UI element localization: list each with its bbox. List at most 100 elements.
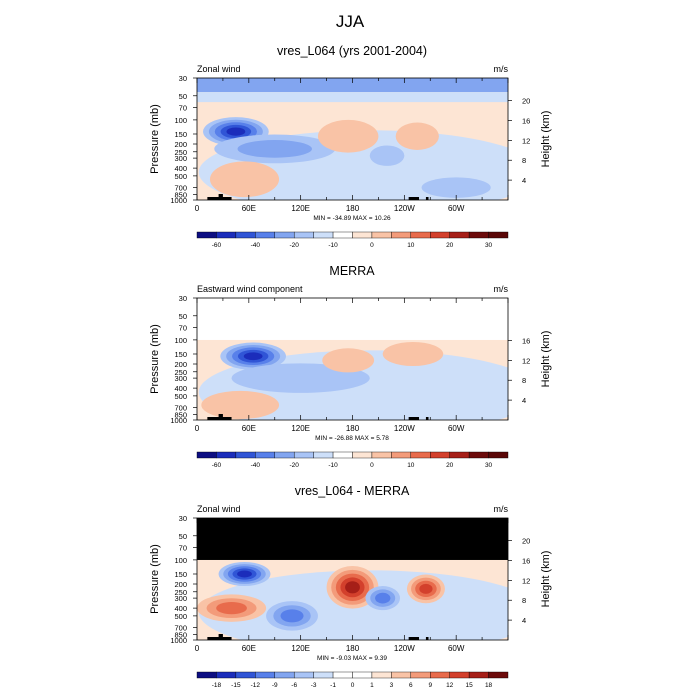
colorbar-swatch — [255, 451, 275, 459]
x-tick-label: 120W — [394, 424, 415, 433]
colorbar-swatch — [313, 451, 334, 459]
y-tick-label: 30 — [179, 514, 187, 523]
y-tick-label: 50 — [179, 92, 187, 101]
x-tick-label: 0 — [195, 424, 200, 433]
colorbar-label: -10 — [328, 462, 338, 469]
colorbar-swatch — [468, 671, 489, 679]
contour-level — [216, 602, 247, 615]
panel-variable-label: Zonal wind — [197, 64, 241, 74]
y-tick-label: 1000 — [170, 416, 187, 425]
contour-level — [209, 161, 280, 198]
colorbar-label: -6 — [291, 682, 297, 689]
y2-tick-label: 16 — [522, 116, 530, 125]
y-tick-label: 150 — [174, 570, 187, 579]
colorbar-label: 9 — [428, 682, 432, 689]
x-tick-label: 180 — [346, 204, 360, 213]
x-tick-label: 60E — [242, 644, 256, 653]
colorbar-label: 3 — [390, 682, 394, 689]
colorbar-label: -10 — [328, 242, 338, 249]
y-tick-label: 500 — [174, 172, 187, 181]
panel-units-label: m/s — [494, 284, 509, 294]
topography — [408, 197, 420, 200]
colorbar-swatch — [488, 671, 509, 679]
y2-tick-label: 4 — [522, 176, 526, 185]
x-tick-label: 60E — [242, 204, 256, 213]
missing-region — [197, 298, 508, 340]
panel-title: vres_L064 - MERRA — [295, 484, 410, 498]
colorbar-label: -20 — [289, 462, 299, 469]
colorbar-swatch — [255, 231, 275, 239]
y2-tick-label: 16 — [522, 556, 530, 565]
y-tick-label: 400 — [174, 604, 187, 613]
x-tick-label: 180 — [346, 644, 360, 653]
colorbar-label: 15 — [466, 682, 474, 689]
colorbar-swatch — [332, 671, 353, 679]
colorbar-swatch — [293, 451, 314, 459]
colorbar-swatch — [274, 231, 295, 239]
x-tick-label: 60E — [242, 424, 256, 433]
colorbar-swatch — [430, 231, 450, 239]
plot-area — [197, 298, 508, 420]
colorbar-swatch — [371, 671, 392, 679]
y-tick-label: 400 — [174, 164, 187, 173]
colorbar-swatch — [391, 231, 412, 239]
stats-label: MIN = -34.89 MAX = 10.26 — [313, 215, 391, 222]
contour-level — [237, 140, 312, 158]
colorbar-swatch — [332, 451, 353, 459]
y-tick-label: 1000 — [170, 636, 187, 645]
colorbar-label: 0 — [351, 682, 355, 689]
y2-tick-label: 8 — [522, 156, 526, 165]
x-tick-label: 0 — [195, 204, 200, 213]
panel-2: MERRA Eastward wind component m/s 0 60E 120E 1… — [149, 264, 552, 469]
colorbar-swatch — [352, 451, 373, 459]
panel-units-label: m/s — [494, 64, 509, 74]
contour-level — [369, 145, 405, 166]
y2-tick-label: 8 — [522, 596, 526, 605]
colorbar-swatch — [391, 671, 412, 679]
colorbar-swatch — [391, 451, 412, 459]
topography — [408, 637, 420, 640]
colorbar-swatch — [371, 451, 392, 459]
colorbar-swatch — [410, 451, 431, 459]
colorbar-swatch — [430, 671, 450, 679]
colorbar-label: 30 — [485, 462, 493, 469]
colorbar-swatch — [216, 671, 237, 679]
colorbar-label: 30 — [485, 242, 493, 249]
x-tick-label: 120W — [394, 644, 415, 653]
y-tick-label: 300 — [174, 374, 187, 383]
y-tick-label: 300 — [174, 594, 187, 603]
contour-level — [322, 348, 375, 373]
y-tick-label: 850 — [174, 630, 187, 639]
colorbar-swatch — [488, 231, 509, 239]
y2-tick-label: 20 — [522, 97, 530, 106]
x-tick-label: 60W — [448, 424, 465, 433]
colorbar-swatch — [216, 231, 237, 239]
colorbar-label: 12 — [446, 682, 454, 689]
contour-level — [345, 581, 360, 594]
y-tick-label: 700 — [174, 624, 187, 633]
colorbar-swatch — [449, 231, 470, 239]
y-tick-label: 700 — [174, 184, 187, 193]
stats-label: MIN = -26.88 MAX = 5.78 — [315, 435, 389, 442]
y-axis-title: Pressure (mb) — [149, 104, 161, 174]
y-tick-label: 50 — [179, 532, 187, 541]
colorbar-swatch — [235, 671, 256, 679]
colorbar-label: 10 — [407, 462, 415, 469]
colorbar-swatch — [468, 231, 489, 239]
colorbar-label: -15 — [231, 682, 241, 689]
colorbar-swatch — [449, 671, 470, 679]
x-tick-label: 60W — [448, 204, 465, 213]
colorbar-swatch — [313, 671, 334, 679]
colorbar-swatch — [216, 451, 237, 459]
plot-area — [197, 78, 508, 200]
y-tick-label: 30 — [179, 74, 187, 83]
colorbar-swatch — [371, 231, 392, 239]
y-tick-label: 500 — [174, 392, 187, 401]
y-tick-label: 250 — [174, 148, 187, 157]
topography — [218, 634, 223, 640]
topography — [408, 417, 420, 420]
contour-level — [317, 119, 379, 153]
y-tick-label: 100 — [174, 336, 187, 345]
